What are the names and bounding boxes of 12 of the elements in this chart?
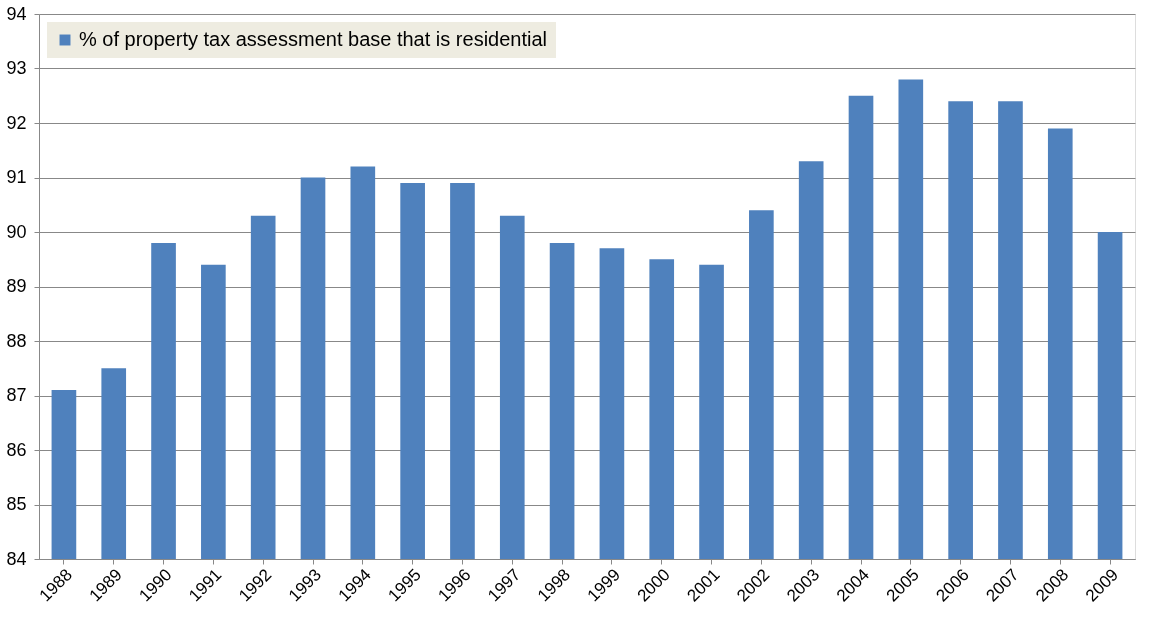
y-tick-label: 87 xyxy=(6,385,27,405)
y-tick-label: 90 xyxy=(6,221,27,242)
y-tick-label: 93 xyxy=(6,58,27,78)
y-tick-label: 89 xyxy=(6,276,27,296)
y-tick-label: 91 xyxy=(6,167,27,187)
y-tick-label: 85 xyxy=(6,494,27,514)
y-tick-label: 86 xyxy=(6,439,27,460)
y-tick-label: 92 xyxy=(6,112,27,133)
y-tick-label: 84 xyxy=(6,548,27,569)
y-tick-label: 94 xyxy=(6,3,27,24)
legend-label: % of property tax assessment base that is residential xyxy=(79,28,548,50)
y-tick-label: 88 xyxy=(6,330,27,351)
